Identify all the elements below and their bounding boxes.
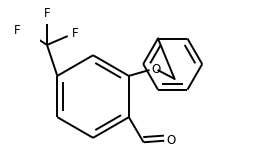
Text: O: O (166, 134, 176, 147)
Text: F: F (14, 24, 21, 37)
Text: F: F (72, 27, 79, 40)
Text: O: O (152, 63, 161, 76)
Text: F: F (44, 7, 50, 20)
